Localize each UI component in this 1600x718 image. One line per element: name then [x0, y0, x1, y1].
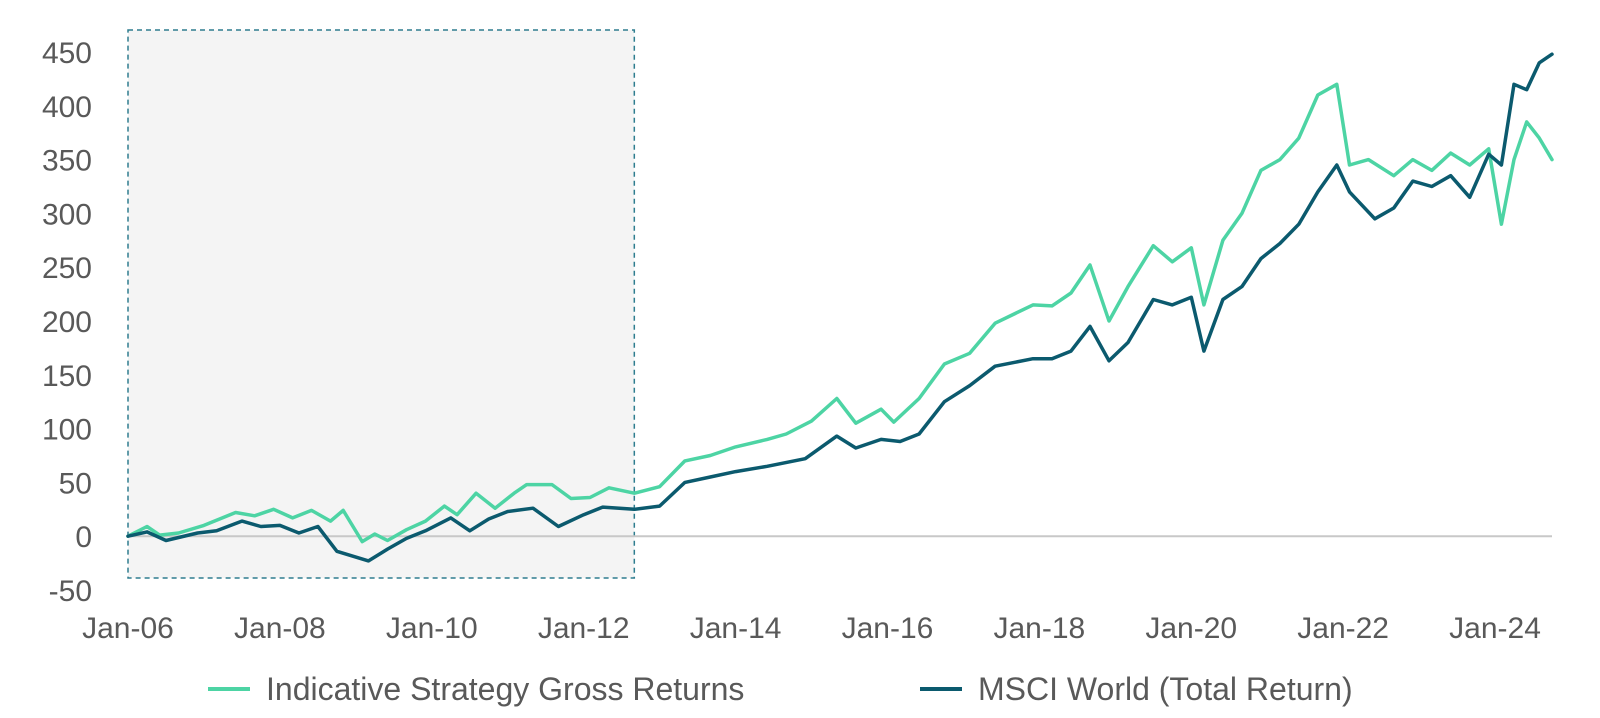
x-tick-label: Jan-20 [1145, 612, 1237, 645]
x-tick-label: Jan-06 [82, 612, 174, 645]
x-tick-label: Jan-22 [1297, 612, 1389, 645]
series-line-strategy [126, 82, 1554, 544]
y-tick-label: -50 [49, 575, 92, 608]
x-tick-label: Jan-10 [386, 612, 478, 645]
x-tick-label: Jan-16 [842, 612, 934, 645]
y-tick-label: 400 [42, 91, 92, 124]
shaded-region [127, 29, 636, 579]
legend-label-strategy: Indicative Strategy Gross Returns [266, 671, 744, 707]
y-tick-label: 450 [42, 37, 92, 70]
y-tick-label: 0 [75, 521, 92, 554]
y-tick-label: 50 [59, 467, 92, 500]
x-tick-label: Jan-08 [234, 612, 326, 645]
y-axis-ticks: -50 0 50 100 150 200 250 300 350 400 450 [42, 37, 92, 608]
y-tick-label: 150 [42, 360, 92, 393]
y-tick-label: 300 [42, 198, 92, 231]
y-tick-label: 350 [42, 145, 92, 178]
y-tick-label: 250 [42, 252, 92, 285]
x-tick-label: Jan-18 [993, 612, 1085, 645]
legend: Indicative Strategy Gross Returns MSCI W… [208, 671, 1353, 707]
x-tick-label: Jan-12 [538, 612, 630, 645]
legend-label-msci: MSCI World (Total Return) [978, 671, 1353, 707]
x-tick-label: Jan-14 [690, 612, 782, 645]
y-tick-label: 200 [42, 306, 92, 339]
series-line-msci [126, 52, 1554, 563]
y-tick-label: 100 [42, 414, 92, 447]
x-tick-label: Jan-24 [1449, 612, 1541, 645]
x-axis-ticks: Jan-06 Jan-08 Jan-10 Jan-12 Jan-14 Jan-16 Jan-… [82, 612, 1541, 645]
series-lines [126, 52, 1554, 563]
